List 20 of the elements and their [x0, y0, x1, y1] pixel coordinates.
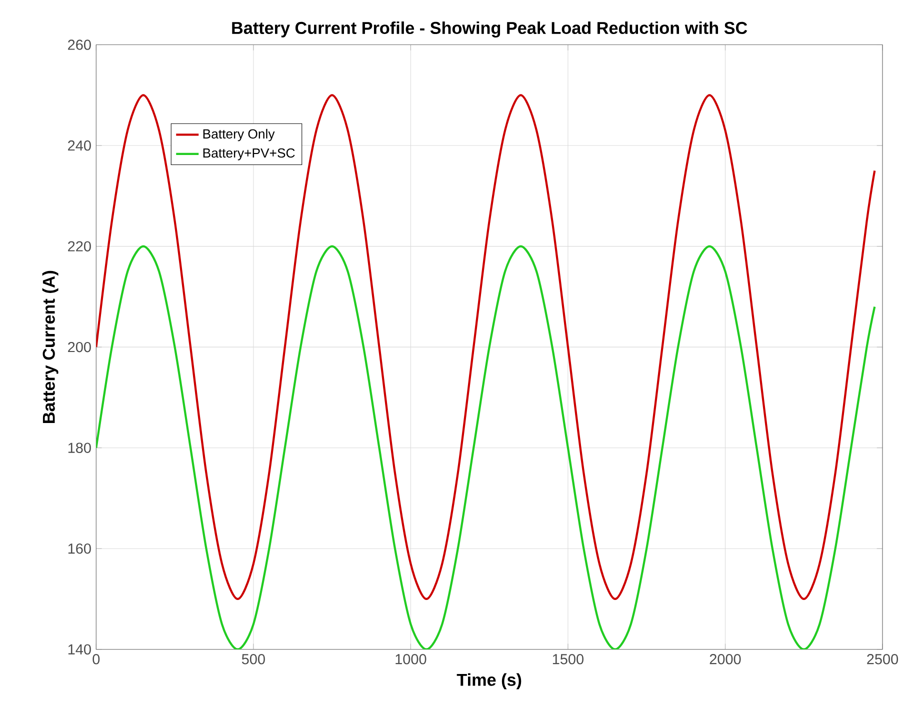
line-series: [96, 245, 876, 650]
x-tick-label: 500: [242, 654, 265, 664]
legend-label: Battery+PV+SC: [203, 148, 295, 160]
y-tick-label: 180: [68, 442, 91, 453]
chart-title: Battery Current Profile - Showing Peak Load Reduction with SC: [232, 21, 748, 38]
legend-label: Battery Only: [203, 128, 275, 142]
y-tick-label: 240: [68, 140, 91, 151]
x-axis-title: Time (s): [456, 673, 522, 690]
line-series: [96, 94, 876, 600]
x-tick-label: 2000: [710, 654, 741, 664]
y-tick-label: 160: [68, 543, 91, 554]
y-tick-label: 140: [68, 644, 91, 654]
x-tick-label: 1500: [552, 654, 584, 664]
y-tick-label: 260: [68, 40, 91, 50]
x-tick-label: 0: [92, 654, 100, 664]
x-tick-label: 1000: [396, 654, 426, 664]
x-tick-label: 2500: [867, 654, 898, 664]
y-tick-label: 220: [68, 241, 91, 252]
y-tick-label: 200: [68, 342, 91, 352]
y-axis-title: Battery Current (A): [42, 270, 58, 423]
